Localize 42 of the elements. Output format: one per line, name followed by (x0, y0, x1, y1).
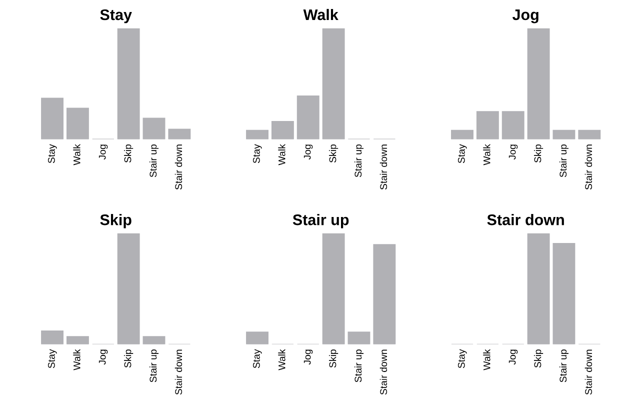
x-tick-label: Walk (73, 144, 80, 166)
x-tick-label: Stair up (354, 350, 364, 382)
x-tick-label: Walk (483, 349, 490, 370)
x-tick-label: Walk (483, 144, 490, 166)
x-tick-label: Jog (508, 350, 518, 365)
x-tick-label: Walk (278, 349, 286, 370)
x-tick-label: Stay (252, 349, 262, 368)
x-tick-label: Stay (458, 349, 467, 368)
x-tick-label: Stair up (149, 144, 159, 178)
x-tick-label: Jog (508, 144, 518, 160)
chart-title: Jog (512, 10, 538, 24)
x-tick-label: Stair down (380, 144, 388, 190)
chart-title: Skip (100, 214, 132, 228)
x-tick-label: Skip (329, 350, 338, 368)
x-tick-label: Skip (329, 144, 338, 163)
x-tick-label: Skip (124, 350, 134, 368)
x-tick-label: Skip (124, 144, 134, 163)
x-tick-label: Skip (534, 350, 544, 368)
x-tick-label: Stay (458, 144, 467, 164)
x-tick-label: Stair up (559, 144, 568, 178)
x-tick-label: Stair up (354, 144, 364, 178)
x-tick-label: Stair down (584, 350, 592, 395)
x-tick-label: Stay (48, 349, 57, 368)
x-tick-label: Stair up (559, 350, 568, 382)
x-tick-label: Jog (98, 350, 108, 365)
x-tick-label: Stair down (380, 350, 388, 395)
x-tick-label: Jog (98, 144, 108, 160)
chart-title: Stay (100, 9, 132, 24)
chart-title: Stair down (487, 214, 564, 226)
chart-title: Walk (303, 8, 338, 20)
chart-title: Stair up (292, 214, 349, 228)
x-tick-label: Skip (534, 144, 544, 163)
x-tick-label: Walk (278, 144, 286, 166)
x-tick-label: Stair down (174, 350, 182, 395)
x-tick-label: Stay (48, 144, 57, 164)
x-tick-label: Stair down (584, 144, 592, 190)
x-tick-label: Stair up (149, 350, 159, 382)
x-tick-label: Jog (304, 144, 313, 160)
x-tick-label: Stair down (174, 144, 182, 190)
x-tick-label: Jog (304, 350, 313, 365)
x-tick-label: Stay (252, 144, 262, 164)
x-tick-label: Walk (73, 349, 80, 370)
